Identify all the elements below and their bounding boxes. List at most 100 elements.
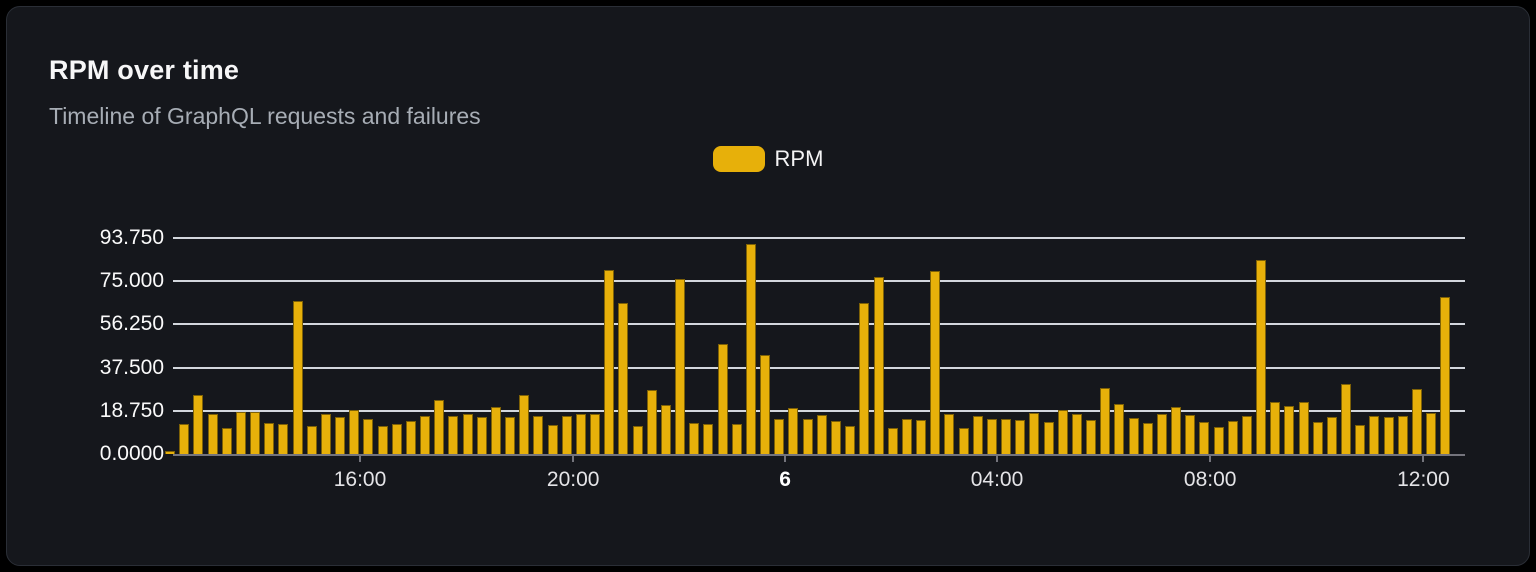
bar[interactable] [887,427,898,454]
bar[interactable] [788,408,799,454]
bar[interactable] [1114,404,1125,454]
bar[interactable] [1199,421,1210,454]
bar[interactable] [1227,421,1238,454]
gridline [173,323,1465,326]
bar[interactable] [760,355,771,454]
bar[interactable] [1312,421,1323,454]
bar[interactable] [405,421,416,454]
bar[interactable] [830,421,841,454]
bar[interactable] [774,419,785,454]
bar[interactable] [646,389,657,454]
bar[interactable] [250,412,261,454]
bar[interactable] [165,450,175,454]
bar[interactable] [1057,409,1068,454]
bar[interactable] [547,425,558,454]
bar[interactable] [930,270,941,454]
gridline [173,366,1465,369]
bar[interactable] [391,424,402,454]
bar[interactable] [845,426,856,454]
bar[interactable] [1326,417,1337,454]
bar[interactable] [618,302,629,454]
bar[interactable] [859,302,870,454]
bar[interactable] [1015,420,1026,454]
bar[interactable] [1171,407,1182,454]
bar[interactable] [1185,415,1196,454]
bar[interactable] [1213,426,1224,454]
bar[interactable] [604,270,615,454]
bar[interactable] [1298,402,1309,454]
bar[interactable] [689,422,700,454]
bar[interactable] [873,277,884,454]
x-axis-label: 12:00 [1397,468,1450,491]
bar[interactable] [1341,384,1352,454]
bar[interactable] [193,394,204,454]
bar[interactable] [1156,414,1167,454]
bar[interactable] [179,423,190,454]
bar[interactable] [745,244,756,454]
bar[interactable] [476,417,487,454]
bar[interactable] [1086,420,1097,454]
bar[interactable] [1270,402,1281,454]
bar[interactable] [590,414,601,454]
bar[interactable] [816,415,827,454]
bar[interactable] [1440,297,1451,454]
bar[interactable] [490,406,501,454]
bar[interactable] [1100,388,1111,454]
bar[interactable] [1369,415,1380,454]
bar[interactable] [349,410,360,454]
gridline [173,409,1465,412]
bar[interactable] [1128,417,1139,454]
bar[interactable] [320,414,331,454]
bar[interactable] [207,413,218,454]
bar[interactable] [519,394,530,454]
bar[interactable] [1142,423,1153,454]
bar[interactable] [363,419,374,454]
bar[interactable] [916,420,926,454]
bar[interactable] [1383,417,1394,454]
bar[interactable] [221,427,232,454]
bar[interactable] [306,425,317,454]
bar[interactable] [1071,413,1082,454]
bar[interactable] [1411,388,1422,454]
bar[interactable] [377,425,388,454]
bar[interactable] [703,424,714,454]
bar[interactable] [1397,415,1408,454]
bar[interactable] [1029,412,1040,454]
bar[interactable] [1241,415,1252,454]
plot-area: 16:00 20:00 6 04:00 08:00 12:00 [165,237,1465,491]
bar[interactable] [731,424,742,454]
bar[interactable] [575,414,586,454]
bar[interactable] [1426,412,1437,454]
bar[interactable] [1284,406,1295,454]
bar[interactable] [462,414,473,454]
bar[interactable] [505,416,516,454]
bar[interactable] [632,426,643,454]
bar[interactable] [958,427,969,454]
bar[interactable] [802,419,813,454]
bar[interactable] [972,416,983,454]
bar[interactable] [235,412,246,454]
bar[interactable] [986,419,997,454]
bar[interactable] [448,415,459,454]
page-subtitle: Timeline of GraphQL requests and failure… [49,103,481,129]
bar[interactable] [1001,418,1012,454]
bar[interactable] [1355,424,1366,454]
bar[interactable] [675,278,686,454]
legend-item-rpm[interactable]: RPM [712,146,823,172]
bar[interactable] [278,424,289,454]
bar[interactable] [1043,421,1054,454]
bar[interactable] [660,405,671,454]
bar[interactable] [292,301,303,454]
bar[interactable] [901,418,912,454]
bar[interactable] [944,414,955,454]
y-axis-label: 18.750 [99,398,164,422]
bar[interactable] [717,343,728,454]
bar[interactable] [335,417,346,454]
bar[interactable] [533,415,544,454]
x-axis-label: 04:00 [970,468,1024,491]
bar[interactable] [561,415,572,454]
bar[interactable] [420,415,431,454]
bar[interactable] [434,400,445,454]
bar[interactable] [264,422,275,454]
bar[interactable] [1256,259,1267,454]
